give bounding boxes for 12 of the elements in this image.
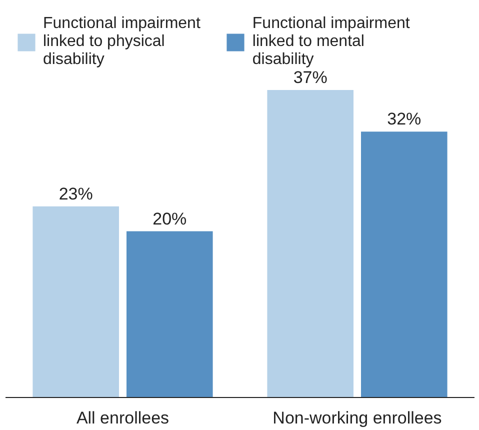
data-label: 37% [293, 68, 328, 88]
data-label: 32% [387, 110, 422, 129]
data-label: 23% [58, 184, 93, 204]
legend-label: Functional impairment linked to mental disability [252, 15, 410, 69]
data-label: 20% [152, 209, 187, 228]
x-tick-label: Non-working enrollees [272, 408, 442, 428]
bar [32, 206, 119, 398]
legend-label: Functional impairment linked to physical disability [43, 15, 200, 69]
x-tick-label: All enrollees [76, 408, 170, 428]
bar [126, 231, 213, 398]
bar [267, 90, 354, 398]
bar [361, 132, 448, 398]
